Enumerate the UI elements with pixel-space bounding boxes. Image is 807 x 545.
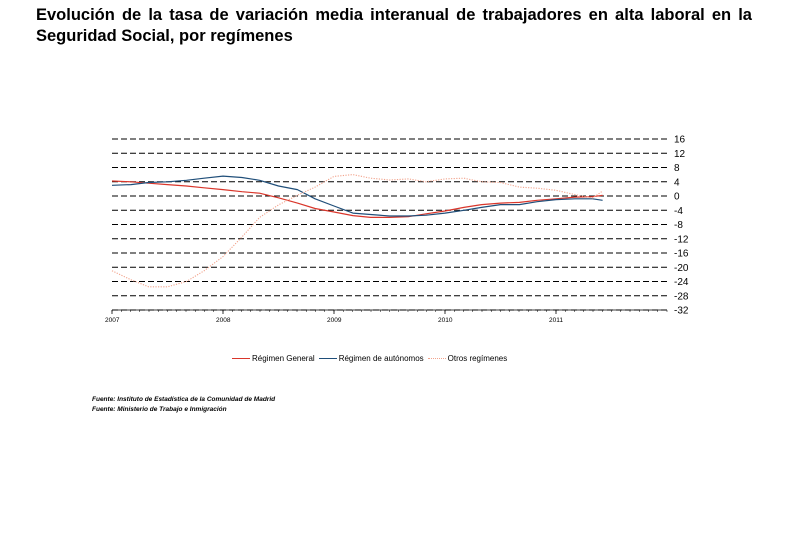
page-title: Evolución de la tasa de variación media … <box>36 6 752 45</box>
source-line-1: Fuente: Instituto de Estadística de la C… <box>92 396 276 403</box>
x-tick-label: 2007 <box>105 317 120 324</box>
gridlines <box>112 138 667 311</box>
y-tick-label: -16 <box>674 249 689 260</box>
series-line-regimen-autonomos <box>111 175 603 217</box>
legend-swatch-regimen-autonomos <box>318 358 337 359</box>
y-tick-label: -24 <box>674 277 689 288</box>
x-axis: 2007 2008 2009 2010 2011 <box>105 309 668 324</box>
x-tick-label: 2011 <box>549 317 563 324</box>
legend-item-regimen-autonomos: Régimen de autónomos <box>318 354 424 363</box>
y-tick-label: -20 <box>674 263 689 274</box>
y-tick-label: -32 <box>674 306 689 317</box>
legend-label-otros-regimenes: Otros regímenes <box>447 354 508 363</box>
x-tick-label: 2008 <box>216 317 231 324</box>
series-line-regimen-general <box>111 180 603 218</box>
legend-swatch-otros-regimenes <box>427 358 446 359</box>
legend-label-regimen-general: Régimen General <box>252 354 315 363</box>
y-tick-label: -28 <box>674 291 689 302</box>
y-tick-label: -12 <box>674 234 689 245</box>
chart-legend: Régimen General Régimen de autónomos Otr… <box>232 354 511 363</box>
series-line-otros-regimenes <box>111 174 603 288</box>
y-tick-label: 4 <box>674 177 680 188</box>
y-tick-label: 8 <box>674 163 680 174</box>
sources-note: Fuente: Instituto de Estadística de la C… <box>92 395 275 415</box>
series-lines <box>111 174 603 288</box>
y-tick-label: -4 <box>674 206 683 217</box>
y-tick-label: 16 <box>674 135 686 146</box>
y-tick-label: 12 <box>674 149 686 160</box>
x-tick-label: 2010 <box>438 317 453 324</box>
source-line-2: Fuente: Ministerio de Trabajo e Inmigrac… <box>92 406 227 413</box>
y-tick-label: -8 <box>674 220 683 231</box>
legend-item-regimen-general: Régimen General <box>232 354 315 363</box>
legend-item-otros-regimenes: Otros regímenes <box>427 354 508 363</box>
legend-label-regimen-autonomos: Régimen de autónomos <box>338 354 424 363</box>
y-tick-label: 0 <box>674 192 680 203</box>
x-tick-label: 2009 <box>327 317 342 324</box>
y-axis-labels: 16 12 8 4 0 -4 -8 -12 -16 -20 -24 -28 -32 <box>674 135 689 317</box>
legend-swatch-regimen-general <box>232 358 250 359</box>
